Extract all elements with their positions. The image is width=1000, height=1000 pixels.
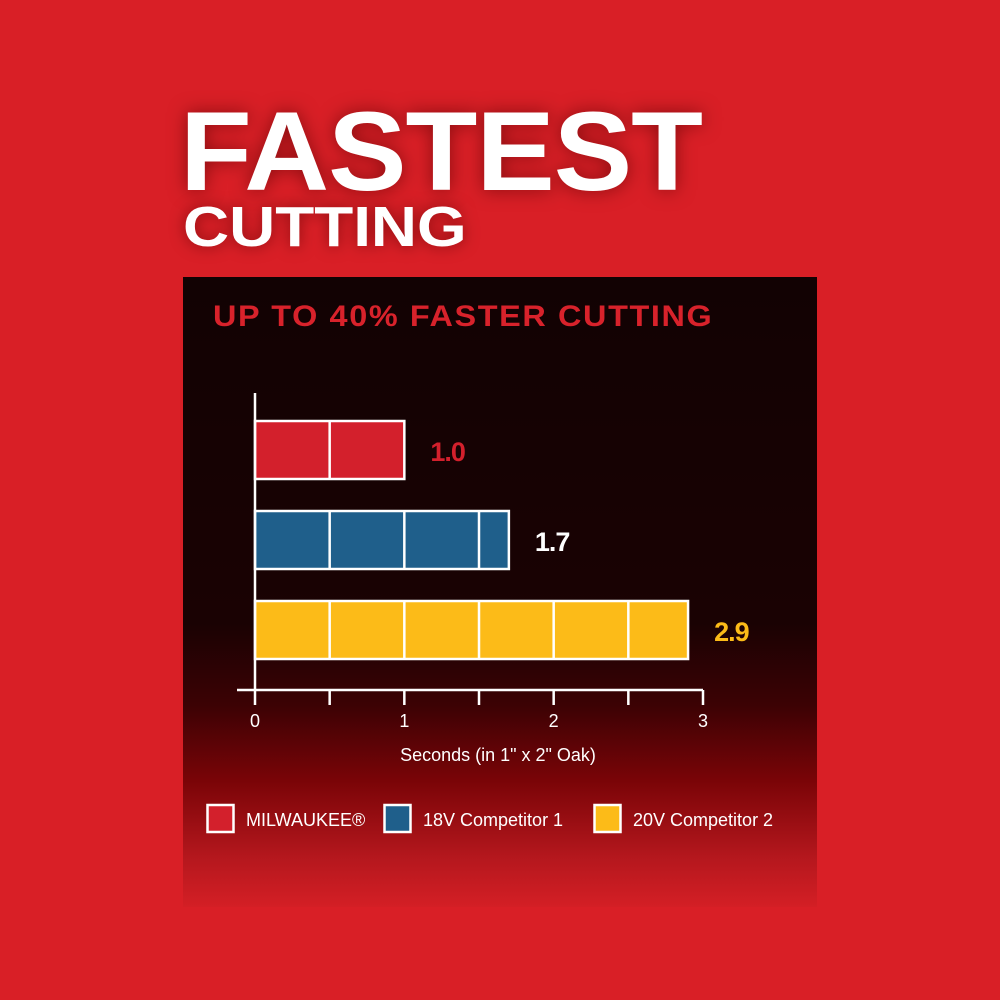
headline-cutting: CUTTING <box>183 195 467 259</box>
data-label-2: 1.7 <box>535 527 570 557</box>
x-axis-label: Seconds (in 1" x 2" Oak) <box>400 745 596 765</box>
headline-fastest: FASTEST <box>180 89 703 214</box>
legend-label-2: 18V Competitor 1 <box>423 810 563 830</box>
chart-title: UP TO 40% FASTER CUTTING <box>213 300 714 333</box>
x-tick-label: 0 <box>250 711 260 731</box>
chart-panel <box>183 277 817 907</box>
x-tick-label: 3 <box>698 711 708 731</box>
legend-label-3: 20V Competitor 2 <box>633 810 773 830</box>
data-label-1: 1.0 <box>430 437 465 467</box>
data-label-3: 2.9 <box>714 617 750 647</box>
bar-2 <box>253 509 511 571</box>
x-tick-label: 1 <box>399 711 409 731</box>
legend-swatch-1 <box>206 803 235 834</box>
x-tick-label: 2 <box>549 711 559 731</box>
legend-swatch-2 <box>383 803 412 834</box>
bar-3 <box>253 599 690 661</box>
legend-label-1: MILWAUKEE® <box>246 810 365 830</box>
legend-swatch-3 <box>593 803 622 834</box>
